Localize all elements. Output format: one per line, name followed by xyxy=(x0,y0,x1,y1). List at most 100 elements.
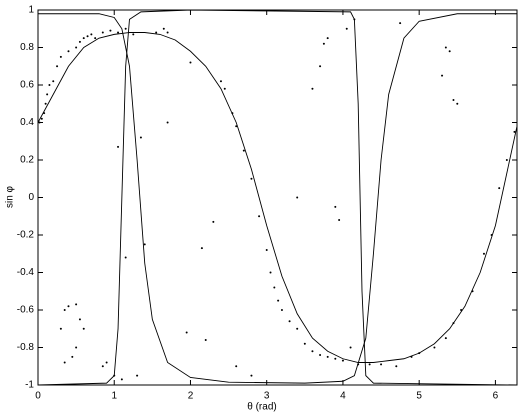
data-point xyxy=(48,84,51,86)
data-point xyxy=(242,149,245,152)
data-point xyxy=(311,87,314,90)
data-point xyxy=(78,40,81,43)
y-tick-label: -0.4 xyxy=(17,267,35,278)
data-point xyxy=(59,55,62,58)
data-point xyxy=(155,31,158,34)
data-point xyxy=(124,256,127,259)
data-point xyxy=(120,378,123,381)
data-point xyxy=(63,309,66,311)
data-point xyxy=(452,322,455,325)
data-point xyxy=(43,112,46,115)
data-point xyxy=(235,125,238,128)
data-point xyxy=(326,37,329,40)
x-axis-label: θ (rad) xyxy=(247,402,276,413)
data-point xyxy=(288,320,291,323)
y-tick-label: 0.4 xyxy=(20,117,34,128)
data-point xyxy=(341,359,344,362)
data-point xyxy=(231,112,234,115)
data-point xyxy=(90,33,93,36)
data-point xyxy=(482,252,485,255)
x-tick-label: 3 xyxy=(264,391,270,402)
data-point xyxy=(334,205,337,208)
data-point xyxy=(117,145,120,148)
data-point xyxy=(280,309,283,311)
data-point xyxy=(166,31,169,34)
data-point xyxy=(250,177,253,180)
data-point xyxy=(136,374,139,377)
data-point xyxy=(311,350,314,353)
data-point xyxy=(303,342,306,345)
data-point xyxy=(357,363,360,366)
data-point xyxy=(212,220,215,223)
data-point xyxy=(223,87,226,90)
curve xyxy=(37,32,518,363)
data-point xyxy=(433,346,436,349)
curve xyxy=(37,9,518,386)
x-tick-label: 6 xyxy=(493,391,499,402)
data-point xyxy=(44,102,47,105)
plot-frame xyxy=(37,9,518,386)
data-point xyxy=(82,327,85,330)
data-point xyxy=(456,102,459,105)
y-tick-label: 0 xyxy=(28,192,34,203)
x-tick-label: 1 xyxy=(111,391,117,402)
curve xyxy=(38,13,517,384)
data-point xyxy=(319,354,322,356)
data-point xyxy=(143,243,146,246)
y-tick-label: 0.2 xyxy=(20,155,34,166)
data-point xyxy=(200,247,203,250)
data-point xyxy=(448,50,451,53)
data-point xyxy=(345,27,348,30)
data-point xyxy=(380,363,383,366)
y-tick-label: -1 xyxy=(25,380,34,391)
data-point xyxy=(395,365,398,368)
data-point xyxy=(273,286,276,289)
data-point xyxy=(296,327,299,330)
data-point xyxy=(368,363,371,366)
data-point xyxy=(460,309,463,311)
data-point xyxy=(349,346,352,349)
data-point xyxy=(105,361,108,364)
data-point xyxy=(71,355,74,358)
data-point xyxy=(132,33,135,36)
data-point xyxy=(75,46,78,49)
data-point xyxy=(452,99,455,101)
data-point xyxy=(204,339,207,341)
x-tick-label: 2 xyxy=(188,391,194,402)
data-point xyxy=(322,42,325,45)
data-point xyxy=(185,331,188,334)
data-point xyxy=(166,121,169,124)
y-axis-label: sin φ xyxy=(5,185,16,208)
data-point xyxy=(46,93,49,96)
data-point xyxy=(139,136,142,139)
data-point xyxy=(326,355,329,358)
y-tick-label: 1 xyxy=(28,5,34,16)
data-point xyxy=(418,352,421,355)
data-point xyxy=(109,29,112,32)
data-point xyxy=(353,18,356,21)
data-point xyxy=(444,337,447,340)
data-point xyxy=(250,374,253,377)
x-tick-label: 4 xyxy=(340,391,346,402)
data-point xyxy=(296,196,299,199)
data-point xyxy=(258,215,261,218)
data-point xyxy=(319,65,322,68)
data-point xyxy=(59,327,62,330)
data-point xyxy=(82,37,85,40)
data-point xyxy=(117,31,120,34)
data-point xyxy=(441,74,444,77)
data-point xyxy=(75,346,78,349)
data-point xyxy=(265,249,268,251)
data-point xyxy=(40,117,43,120)
data-point xyxy=(63,361,66,364)
x-tick-label: 5 xyxy=(416,391,422,402)
data-point xyxy=(67,50,70,53)
data-point xyxy=(410,355,413,358)
data-point xyxy=(75,303,78,306)
y-tick-label: -0.2 xyxy=(17,230,35,241)
data-point xyxy=(219,80,222,83)
data-point xyxy=(67,305,70,308)
data-point xyxy=(189,61,192,64)
data-point xyxy=(399,22,402,25)
